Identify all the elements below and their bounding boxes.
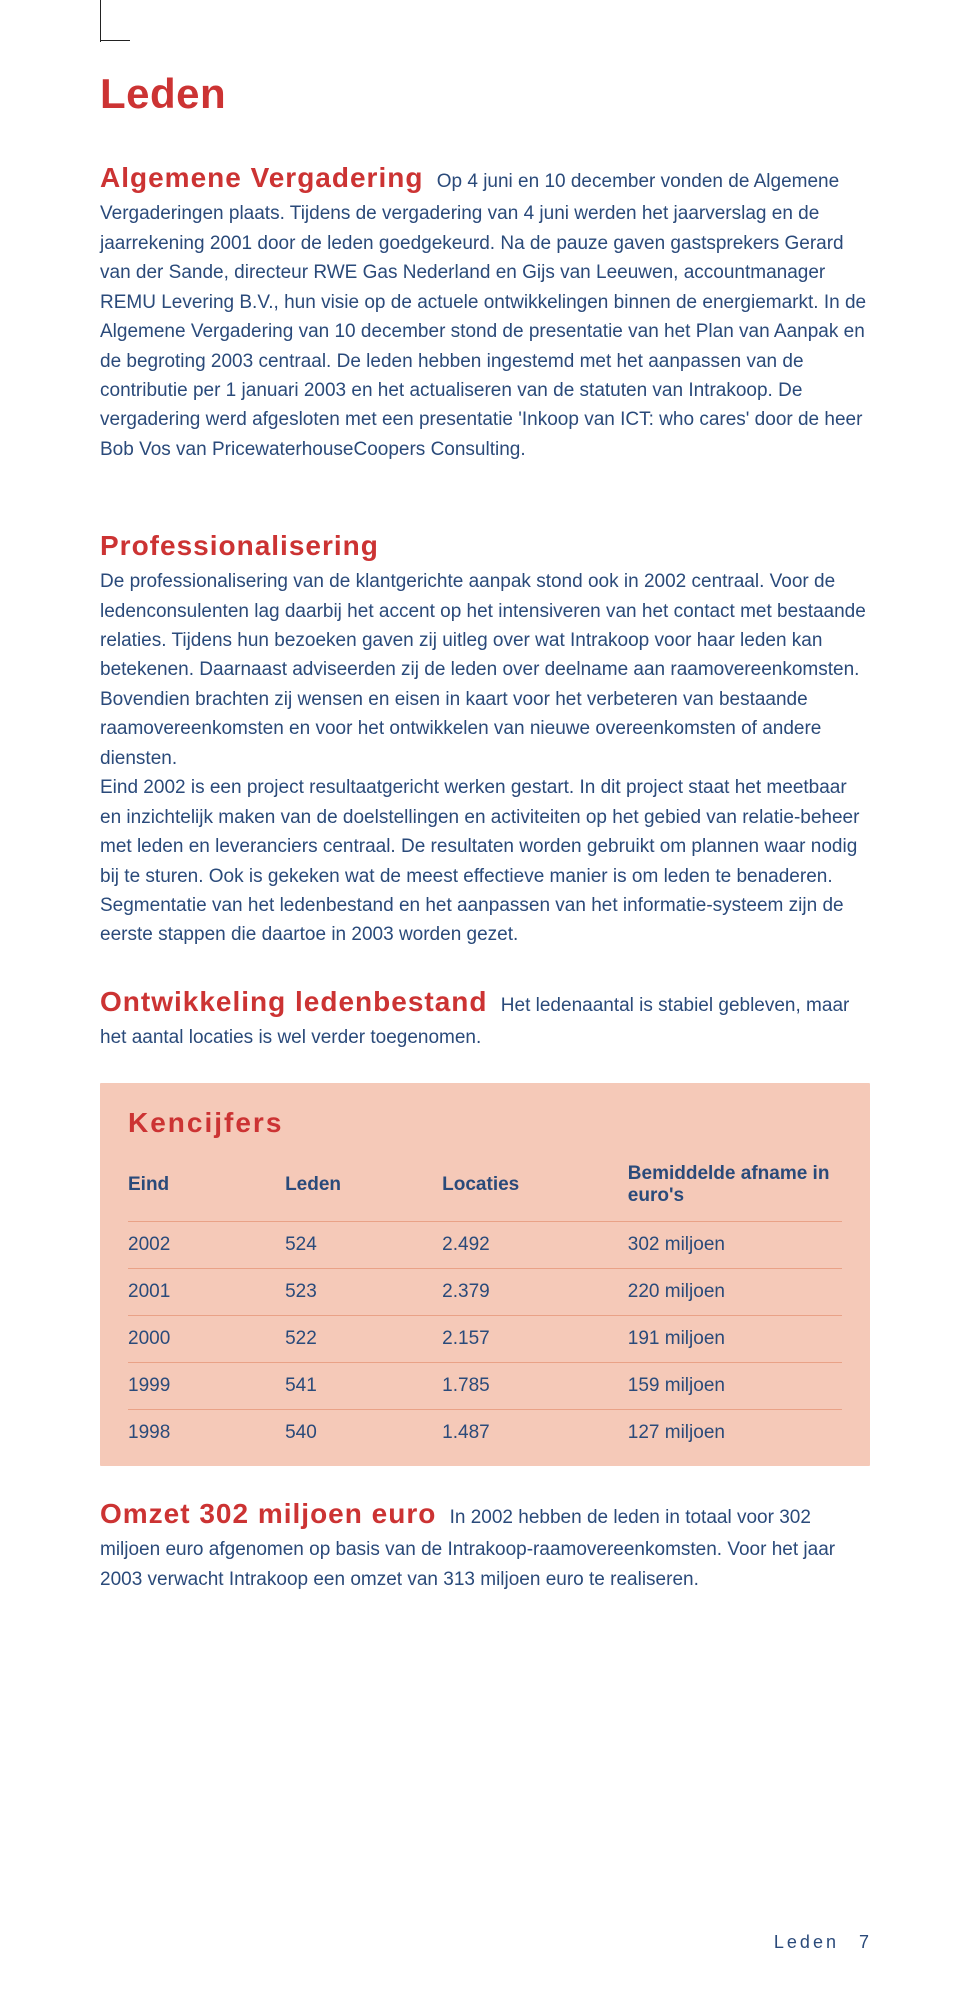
page-title: Leden <box>100 70 870 118</box>
section-algemene: Algemene Vergadering Op 4 juni en 10 dec… <box>100 156 870 464</box>
section-heading-omzet: Omzet 302 miljoen euro <box>100 1498 436 1529</box>
section-heading-professionalisering: Professionalisering <box>100 530 379 561</box>
table-cell: 541 <box>285 1362 442 1409</box>
table-cell: 159 miljoen <box>628 1362 842 1409</box>
section-heading-algemene: Algemene Vergadering <box>100 162 423 193</box>
table-cell: 1998 <box>128 1409 285 1456</box>
table-row: 2002 524 2.492 302 miljoen <box>128 1221 842 1268</box>
table-cell: 2002 <box>128 1221 285 1268</box>
table-cell: 2.379 <box>442 1268 628 1315</box>
corner-rule <box>100 0 101 42</box>
table-row: 1998 540 1.487 127 miljoen <box>128 1409 842 1456</box>
section-heading-ontwikkeling: Ontwikkeling ledenbestand <box>100 986 488 1017</box>
table-header: Eind <box>128 1155 285 1222</box>
table-cell: 2.492 <box>442 1221 628 1268</box>
footer-section-label: Leden <box>774 1932 839 1952</box>
section-ontwikkeling: Ontwikkeling ledenbestand Het ledenaanta… <box>100 980 870 1053</box>
section-body-algemene: Op 4 juni en 10 december vonden de Algem… <box>100 171 866 460</box>
section-body-professionalisering: De professionalisering van de klantgeric… <box>100 571 866 945</box>
section-omzet: Omzet 302 miljoen euro In 2002 hebben de… <box>100 1492 870 1594</box>
document-page: Leden Algemene Vergadering Op 4 juni en … <box>0 0 960 1993</box>
table-cell: 127 miljoen <box>628 1409 842 1456</box>
table-cell: 522 <box>285 1315 442 1362</box>
table-header: Leden <box>285 1155 442 1222</box>
table-cell: 220 miljoen <box>628 1268 842 1315</box>
table-row: 2000 522 2.157 191 miljoen <box>128 1315 842 1362</box>
table-cell: 524 <box>285 1221 442 1268</box>
table-row: 1999 541 1.785 159 miljoen <box>128 1362 842 1409</box>
section-professionalisering: Professionalisering De professionaliseri… <box>100 494 870 950</box>
table-cell: 540 <box>285 1409 442 1456</box>
table-header: Bemiddelde afname in euro's <box>628 1155 842 1222</box>
table-cell: 2.157 <box>442 1315 628 1362</box>
table-header: Locaties <box>442 1155 628 1222</box>
table-header-row: Eind Leden Locaties Bemiddelde afname in… <box>128 1155 842 1222</box>
kencijfers-card: Kencijfers Eind Leden Locaties Bemiddeld… <box>100 1083 870 1466</box>
table-cell: 2001 <box>128 1268 285 1315</box>
table-row: 2001 523 2.379 220 miljoen <box>128 1268 842 1315</box>
table-cell: 1.487 <box>442 1409 628 1456</box>
footer-page-number: 7 <box>859 1932 870 1952</box>
table-cell: 1999 <box>128 1362 285 1409</box>
table-cell: 191 miljoen <box>628 1315 842 1362</box>
kencijfers-title: Kencijfers <box>128 1107 842 1139</box>
table-cell: 302 miljoen <box>628 1221 842 1268</box>
kencijfers-table: Eind Leden Locaties Bemiddelde afname in… <box>128 1155 842 1456</box>
table-cell: 523 <box>285 1268 442 1315</box>
table-cell: 1.785 <box>442 1362 628 1409</box>
page-footer: Leden 7 <box>774 1932 870 1953</box>
corner-rule-bar <box>100 40 130 41</box>
table-cell: 2000 <box>128 1315 285 1362</box>
